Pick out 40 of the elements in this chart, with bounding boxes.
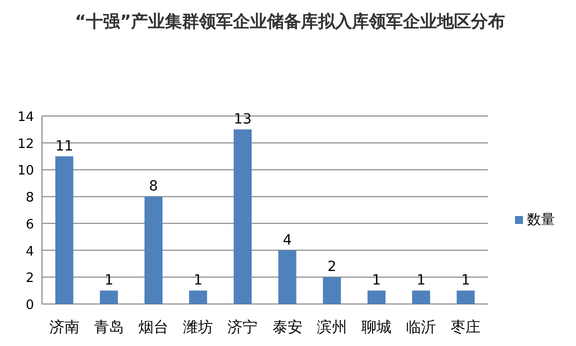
chart-title: “十强”产业集群领军企业储备库拟入库领军企业地区分布 <box>74 12 506 32</box>
y-tick-label: 8 <box>26 190 34 206</box>
y-tick-label: 2 <box>26 271 34 286</box>
bar <box>368 290 386 304</box>
x-tick-label: 青岛 <box>94 318 124 336</box>
data-label: 11 <box>55 138 74 154</box>
data-label: 8 <box>149 178 158 195</box>
data-label: 1 <box>104 272 114 289</box>
bar <box>55 156 74 304</box>
x-tick-label: 临沂 <box>406 318 436 336</box>
x-tick-label: 潍坊 <box>183 318 214 336</box>
data-label: 1 <box>461 272 470 289</box>
y-tick-label: 12 <box>17 136 34 152</box>
x-tick-label: 枣庄 <box>450 318 481 336</box>
y-tick-label: 0 <box>26 298 34 313</box>
data-label: 2 <box>327 259 336 276</box>
bar <box>456 290 475 304</box>
bar <box>322 277 341 304</box>
x-tick-label: 济南 <box>49 318 80 336</box>
bar <box>144 196 162 304</box>
bar <box>278 250 296 304</box>
bar <box>412 290 430 304</box>
bar <box>100 290 118 304</box>
x-tick-label: 烟台 <box>138 318 168 336</box>
data-label: 13 <box>234 111 252 128</box>
x-tick-label: 济宁 <box>228 318 258 336</box>
data-label: 1 <box>372 272 381 289</box>
x-tick-label: 聊城 <box>362 318 392 336</box>
bar <box>234 129 252 304</box>
y-tick-label: 4 <box>26 244 34 260</box>
data-label: 4 <box>282 232 292 248</box>
data-label: 1 <box>194 272 203 289</box>
bar <box>189 290 208 304</box>
y-tick-label: 10 <box>17 164 34 179</box>
legend-label: 数量 <box>527 212 555 228</box>
y-tick-label: 14 <box>17 110 34 125</box>
x-tick-label: 泰安 <box>272 318 302 336</box>
data-label: 1 <box>416 272 426 289</box>
y-tick-label: 6 <box>26 217 34 232</box>
x-tick-label: 滨州 <box>316 318 347 336</box>
